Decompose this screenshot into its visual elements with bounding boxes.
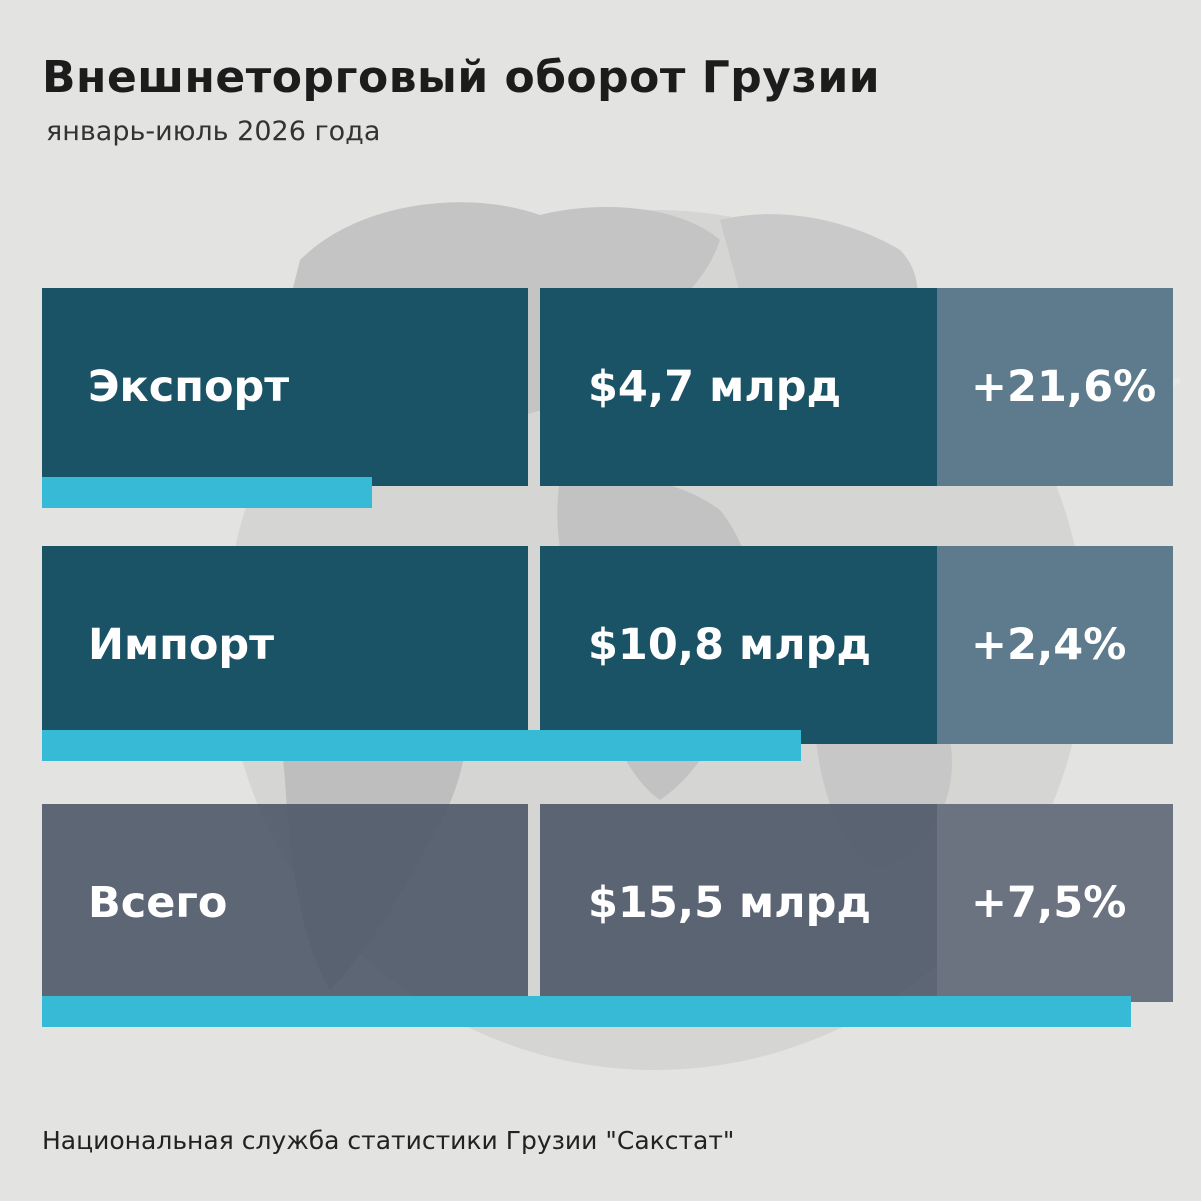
value-label: $15,5 млрд: [540, 804, 937, 1002]
bar-total: [42, 996, 1131, 1027]
bar-import: [42, 730, 801, 761]
category-label: Импорт: [42, 546, 528, 744]
category-label: Всего: [42, 804, 528, 1002]
change-label: +2,4%: [937, 546, 1173, 744]
value-label: $10,8 млрд: [540, 546, 937, 744]
row-export: Экспорт $4,7 млрд +21,6%: [42, 288, 1173, 486]
change-label: +7,5%: [937, 804, 1173, 1002]
value-label: $4,7 млрд: [540, 288, 937, 486]
category-label: Экспорт: [42, 288, 528, 486]
chart-subtitle: январь-июль 2026 года: [46, 116, 381, 147]
row-total: Всего $15,5 млрд +7,5%: [42, 804, 1173, 1002]
bar-export: [42, 477, 372, 508]
source-note: Национальная служба статистики Грузии "С…: [42, 1126, 735, 1155]
chart-title: Внешнеторговый оборот Грузии: [42, 52, 881, 103]
row-import: Импорт $10,8 млрд +2,4%: [42, 546, 1173, 744]
change-label: +21,6%: [937, 288, 1173, 486]
